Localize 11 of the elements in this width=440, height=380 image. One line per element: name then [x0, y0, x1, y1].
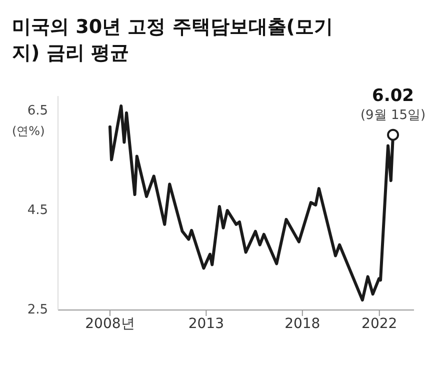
y-axis-title: (연%): [12, 124, 45, 138]
y-tick-label: 2.5: [27, 302, 48, 318]
x-tick-label: 2022: [362, 316, 398, 332]
chart-title: 미국의 30년 고정 주택담보대출(모기지) 금리 평균: [11, 15, 334, 66]
y-tick-label: 6.5: [27, 103, 48, 118]
x-tick-label: 2013: [188, 316, 224, 332]
y-tick-label: 4.5: [27, 203, 48, 218]
x-tick-label: 2008년: [85, 316, 135, 332]
annotation: 6.02: [372, 86, 414, 106]
x-tick-label: 2018: [284, 316, 320, 332]
annotation: (9월 15일): [360, 108, 426, 123]
